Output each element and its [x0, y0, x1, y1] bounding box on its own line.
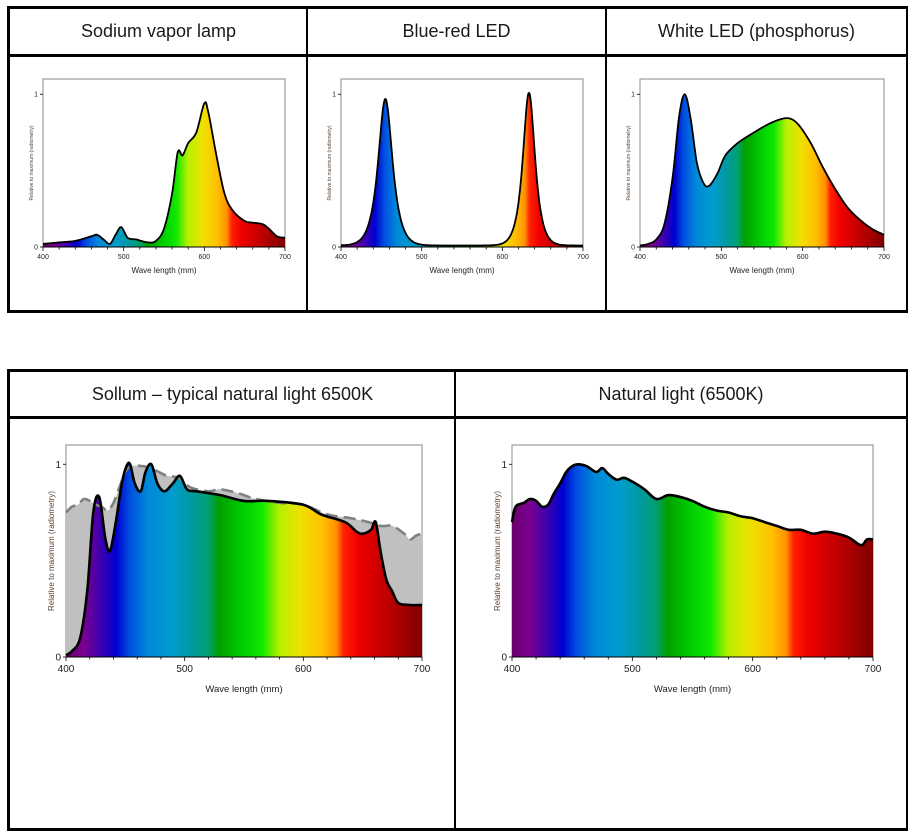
svg-text:700: 700 — [878, 254, 890, 261]
svg-text:0: 0 — [34, 244, 38, 251]
sodium-spectrum-chart: 400 500 600 700 0 1 Wave length (mm) Relative t… — [29, 78, 291, 275]
cell-blue-red-led: Blue-red LED 400 500 600 700 0 1 Wave length (… — [308, 9, 605, 310]
spectrum-area — [512, 464, 873, 657]
svg-text:Wave length (mm): Wave length (mm) — [131, 266, 196, 275]
svg-text:1: 1 — [34, 92, 38, 99]
column-header: Blue-red LED — [308, 9, 605, 57]
sollum-spectrum-chart: 400 500 600 700 0 1 Wave length (mm) Relative t… — [47, 444, 431, 695]
svg-text:Relative to maximum (radiometr: Relative to maximum (radiometry) — [493, 491, 502, 611]
column-header: White LED (phosphorus) — [607, 9, 906, 57]
svg-text:0: 0 — [332, 244, 336, 251]
svg-text:400: 400 — [37, 254, 49, 261]
svg-text:400: 400 — [504, 664, 521, 675]
svg-text:700: 700 — [577, 254, 589, 261]
svg-text:600: 600 — [198, 254, 210, 261]
svg-text:Relative to maximum (radiometr: Relative to maximum (radiometry) — [327, 125, 333, 200]
svg-text:700: 700 — [414, 664, 431, 675]
white-led-spectrum-chart: 400 500 600 700 0 1 Wave length (mm) Relative t… — [626, 78, 890, 275]
svg-text:1: 1 — [332, 92, 336, 99]
svg-text:500: 500 — [118, 254, 130, 261]
cell-white-led: White LED (phosphorus) 400 500 600 700 0 1 Wav… — [607, 9, 906, 310]
svg-text:1: 1 — [631, 92, 635, 99]
top-comparison-table: Sodium vapor lamp 400 500 600 700 0 1 Wave len… — [7, 6, 908, 313]
svg-text:600: 600 — [797, 254, 809, 261]
svg-text:600: 600 — [295, 664, 312, 675]
svg-text:400: 400 — [58, 664, 75, 675]
svg-text:0: 0 — [501, 653, 507, 664]
column-header: Sollum – typical natural light 6500K — [10, 372, 455, 419]
cell-sollum: Sollum – typical natural light 6500K 400… — [10, 372, 455, 828]
svg-text:500: 500 — [176, 664, 193, 675]
svg-text:700: 700 — [865, 664, 882, 675]
natural-light-spectrum-chart: 400 500 600 700 0 1 Wave length (mm) Relative t… — [493, 444, 882, 695]
svg-text:700: 700 — [279, 254, 291, 261]
svg-text:Relative to maximum (radiometr: Relative to maximum (radiometry) — [29, 125, 35, 200]
divider — [454, 372, 456, 828]
svg-text:500: 500 — [416, 254, 428, 261]
spectrum-area — [43, 102, 285, 247]
svg-text:600: 600 — [744, 664, 761, 675]
blue-red-led-spectrum-chart: 400 500 600 700 0 1 Wave length (mm) Relative t… — [327, 78, 589, 275]
svg-text:500: 500 — [624, 664, 641, 675]
svg-text:Relative to maximum (radiometr: Relative to maximum (radiometry) — [626, 125, 632, 200]
svg-text:1: 1 — [55, 460, 61, 471]
svg-text:400: 400 — [634, 254, 646, 261]
column-header: Sodium vapor lamp — [10, 9, 307, 57]
svg-text:0: 0 — [631, 244, 635, 251]
svg-text:600: 600 — [496, 254, 508, 261]
svg-text:Wave length (mm): Wave length (mm) — [205, 684, 282, 695]
svg-text:Wave length (mm): Wave length (mm) — [654, 684, 731, 695]
svg-text:1: 1 — [501, 460, 507, 471]
column-header: Natural light (6500K) — [456, 372, 906, 419]
bottom-comparison-table: Sollum – typical natural light 6500K 400… — [7, 369, 908, 831]
svg-text:500: 500 — [715, 254, 727, 261]
svg-text:Relative to maximum (radiometr: Relative to maximum (radiometry) — [47, 491, 56, 611]
cell-sodium-vapor: Sodium vapor lamp 400 500 600 700 0 1 Wave len… — [10, 9, 307, 310]
svg-text:Wave length (mm): Wave length (mm) — [729, 266, 794, 275]
cell-natural-light: Natural light (6500K) 400 500 600 700 0 1 Wave… — [456, 372, 906, 828]
svg-text:Wave length (mm): Wave length (mm) — [429, 266, 494, 275]
divider — [605, 9, 607, 310]
spectrum-area — [640, 94, 884, 247]
svg-text:0: 0 — [55, 653, 61, 664]
svg-text:400: 400 — [335, 254, 347, 261]
divider — [306, 9, 308, 310]
